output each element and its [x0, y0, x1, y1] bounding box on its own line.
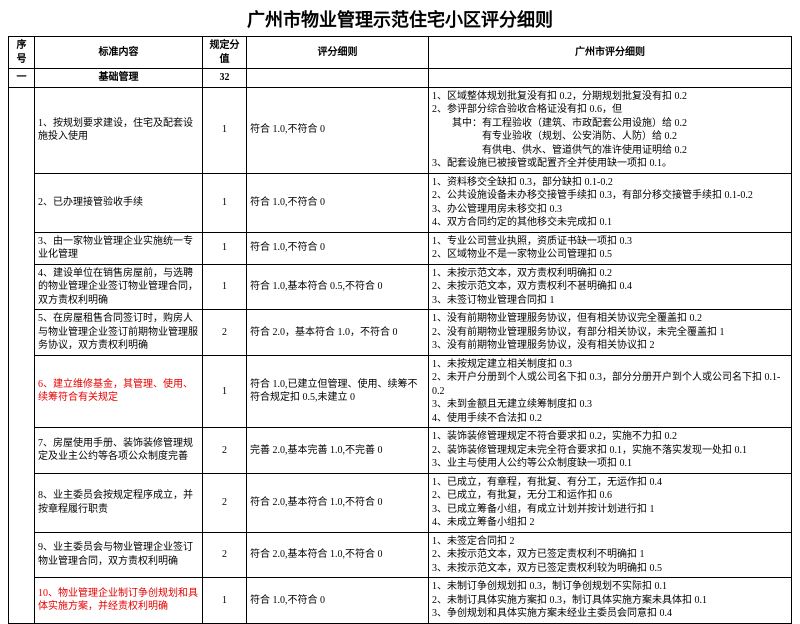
score-cell: 1 — [203, 355, 247, 428]
city-cell: 1、没有前期物业管理服务协议，但有相关协议完全覆盖扣 0.22、没有前期物业管理… — [429, 310, 792, 356]
rule-cell: 符合 1.0,不符合 0 — [247, 173, 429, 232]
std-cell: 1、按规划要求建设，住宅及配套设施投入使用 — [35, 87, 203, 173]
city-cell: 1、未按规定建立相关制度扣 0.32、未开户分册到个人或公司名下扣 0.3，部分… — [429, 355, 792, 428]
std-cell: 9、业主委员会与物业管理企业签订物业管理合同，双方责权利明确 — [35, 532, 203, 578]
header-score: 规定分值 — [203, 37, 247, 69]
city-cell: 1、专业公司营业执照，资质证书缺一项扣 0.32、区域物业不是一家物业公司管理扣… — [429, 232, 792, 264]
city-cell: 1、已成立，有章程，有批复、有分工，无运作扣 0.42、已成立，有批复，无分工和… — [429, 473, 792, 532]
city-cell: 1、未按示范文本，双方责权利明确扣 0.22、未按示范文本，双方责权利不甚明确扣… — [429, 264, 792, 310]
score-cell: 1 — [203, 173, 247, 232]
rule-cell: 符合 2.0，基本符合 1.0，不符合 0 — [247, 310, 429, 356]
section-city-empty — [429, 69, 792, 88]
std-cell: 10、物业管理企业制订争创规划和具体实施方案，并经责权利明确 — [35, 578, 203, 624]
section-rule-empty — [247, 69, 429, 88]
city-cell: 1、区域整体规划批复没有扣 0.2，分期规划批复没有扣 0.22、参评部分综合验… — [429, 87, 792, 173]
city-cell: 1、未制订争创规划扣 0.3，制订争创规划不实际扣 0.12、未制订具体实施方案… — [429, 578, 792, 624]
std-cell: 5、在房屋租售合同签订时，购房人与物业管理企业签订前期物业管理服务协议，双方责权… — [35, 310, 203, 356]
seq-blank — [9, 87, 35, 623]
std-cell: 7、房屋使用手册、装饰装修管理规定及业主公约等各项公众制度完善 — [35, 428, 203, 474]
std-cell: 8、业主委员会按规定程序成立，并按章程履行职责 — [35, 473, 203, 532]
rule-cell: 符合 2.0,基本符合 1.0,不符合 0 — [247, 473, 429, 532]
rule-cell: 符合 1.0,不符合 0 — [247, 87, 429, 173]
rule-cell: 符合 1.0,不符合 0 — [247, 232, 429, 264]
header-city: 广州市评分细则 — [429, 37, 792, 69]
std-cell: 3、由一家物业管理企业实施统一专业化管理 — [35, 232, 203, 264]
std-cell: 2、已办理接管验收手续 — [35, 173, 203, 232]
std-cell: 6、建立维修基金，其管理、使用、续筹符合有关规定 — [35, 355, 203, 428]
header-seq: 序号 — [9, 37, 35, 69]
section-seq: 一 — [9, 69, 35, 88]
score-cell: 1 — [203, 264, 247, 310]
page-title: 广州市物业管理示范住宅小区评分细则 — [0, 0, 800, 36]
score-cell: 2 — [203, 473, 247, 532]
city-cell: 1、装饰装修管理规定不符合要求扣 0.2，实施不力扣 0.22、装饰装修管理规定… — [429, 428, 792, 474]
rule-cell: 完善 2.0,基本完善 1.0,不完善 0 — [247, 428, 429, 474]
rule-cell: 符合 1.0,不符合 0 — [247, 578, 429, 624]
rule-cell: 符合 1.0,基本符合 0.5,不符合 0 — [247, 264, 429, 310]
header-rule: 评分细则 — [247, 37, 429, 69]
score-cell: 2 — [203, 428, 247, 474]
rule-cell: 符合 2.0,基本符合 1.0,不符合 0 — [247, 532, 429, 578]
score-cell: 2 — [203, 532, 247, 578]
scoring-table: 序号 标准内容 规定分值 评分细则 广州市评分细则 一 基础管理 32 1、按规… — [8, 36, 792, 624]
std-cell: 4、建设单位在销售房屋前，与选聘的物业管理企业签订物业管理合同，双方责权利明确 — [35, 264, 203, 310]
score-cell: 2 — [203, 310, 247, 356]
city-cell: 1、资料移交全缺扣 0.3，部分缺扣 0.1-0.22、公共设施设备未办移交接管… — [429, 173, 792, 232]
section-name: 基础管理 — [35, 69, 203, 88]
header-std: 标准内容 — [35, 37, 203, 69]
score-cell: 1 — [203, 232, 247, 264]
rule-cell: 符合 1.0,已建立但管理、使用、续筹不符合规定扣 0.5,未建立 0 — [247, 355, 429, 428]
city-cell: 1、未签定合同扣 22、未按示范文本，双方已签定责权利不明确扣 13、未按示范文… — [429, 532, 792, 578]
score-cell: 1 — [203, 87, 247, 173]
section-score: 32 — [203, 69, 247, 88]
score-cell: 1 — [203, 578, 247, 624]
